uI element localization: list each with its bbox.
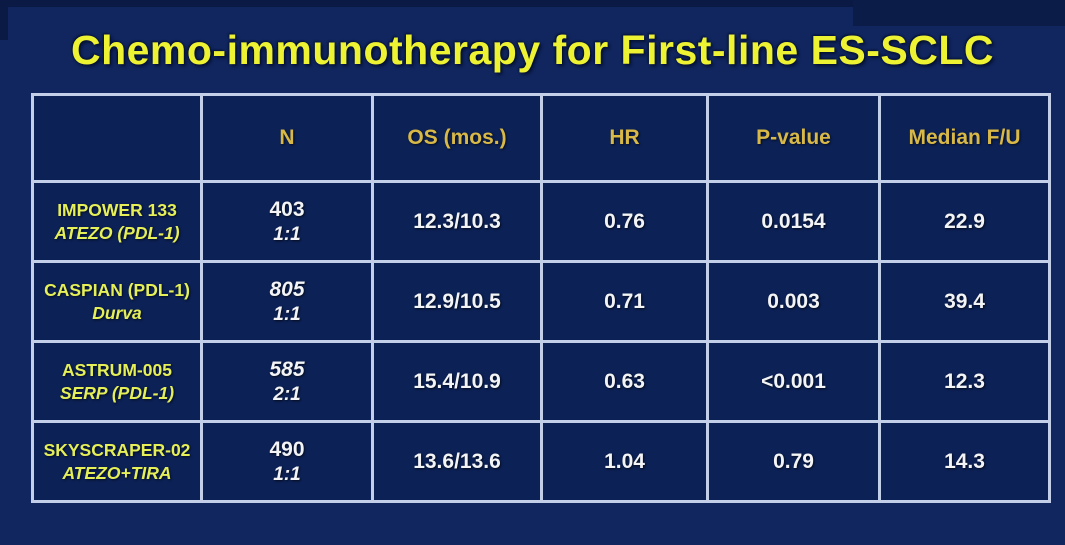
randomization-ratio: 1:1 [273, 223, 301, 245]
n-value: 403 [269, 197, 305, 221]
study-name: ASTRUM-005 [62, 359, 172, 380]
n-value: 805 [269, 277, 305, 301]
os-cell: 13.6/13.6 [371, 420, 543, 503]
medianfu-cell: 14.3 [878, 420, 1051, 503]
hr-cell: 0.71 [540, 260, 709, 343]
study-cell: ASTRUM-005 SERP (PDL-1) [31, 340, 203, 423]
left-edge-dark-artifact [0, 0, 8, 40]
study-drug: ATEZO+TIRA [62, 462, 172, 483]
hr-cell: 0.63 [540, 340, 709, 423]
table-header-row: N OS (mos.) HR P-value Median F/U [31, 93, 1051, 183]
study-cell: IMPOWER 133 ATEZO (PDL-1) [31, 180, 203, 263]
pvalue-cell: 0.79 [706, 420, 881, 503]
top-right-dark-artifact [853, 0, 1065, 26]
medianfu-cell: 39.4 [878, 260, 1051, 343]
randomization-ratio: 1:1 [273, 463, 301, 485]
os-cell: 15.4/10.9 [371, 340, 543, 423]
pvalue-cell: 0.003 [706, 260, 881, 343]
randomization-ratio: 1:1 [273, 303, 301, 325]
n-cell: 585 2:1 [200, 340, 374, 423]
hr-cell: 0.76 [540, 180, 709, 263]
table-row-caspian: CASPIAN (PDL-1) Durva 805 1:1 12.9/10.5 … [31, 260, 1051, 343]
study-drug: ATEZO (PDL-1) [54, 222, 180, 243]
medianfu-cell: 12.3 [878, 340, 1051, 423]
results-table: N OS (mos.) HR P-value Median F/U IMPOWE… [31, 93, 1051, 503]
n-cell: 805 1:1 [200, 260, 374, 343]
pvalue-cell: <0.001 [706, 340, 881, 423]
randomization-ratio: 2:1 [273, 383, 301, 405]
slide-title: Chemo-immunotherapy for First-line ES-SC… [70, 27, 995, 73]
os-cell: 12.3/10.3 [371, 180, 543, 263]
table-row-skyscraper02: SKYSCRAPER-02 ATEZO+TIRA 490 1:1 13.6/13… [31, 420, 1051, 503]
study-name: IMPOWER 133 [57, 199, 177, 220]
study-name: SKYSCRAPER-02 [43, 439, 191, 460]
table-row-impower133: IMPOWER 133 ATEZO (PDL-1) 403 1:1 12.3/1… [31, 180, 1051, 263]
medianfu-cell: 22.9 [878, 180, 1051, 263]
table-row-astrum005: ASTRUM-005 SERP (PDL-1) 585 2:1 15.4/10.… [31, 340, 1051, 423]
pvalue-cell: 0.0154 [706, 180, 881, 263]
header-cell-hr: HR [540, 93, 709, 183]
header-cell-n: N [200, 93, 374, 183]
study-name: CASPIAN (PDL-1) [44, 279, 190, 300]
hr-cell: 1.04 [540, 420, 709, 503]
header-cell-os: OS (mos.) [371, 93, 543, 183]
os-cell: 12.9/10.5 [371, 260, 543, 343]
study-cell: SKYSCRAPER-02 ATEZO+TIRA [31, 420, 203, 503]
header-cell-study [31, 93, 203, 183]
top-letterbox-strip [0, 0, 1065, 7]
study-drug: SERP (PDL-1) [59, 382, 175, 403]
study-cell: CASPIAN (PDL-1) Durva [31, 260, 203, 343]
n-value: 490 [269, 437, 305, 461]
header-cell-medianfu: Median F/U [878, 93, 1051, 183]
header-cell-pvalue: P-value [706, 93, 881, 183]
n-value: 585 [269, 357, 305, 381]
study-drug: Durva [92, 302, 142, 323]
n-cell: 490 1:1 [200, 420, 374, 503]
n-cell: 403 1:1 [200, 180, 374, 263]
